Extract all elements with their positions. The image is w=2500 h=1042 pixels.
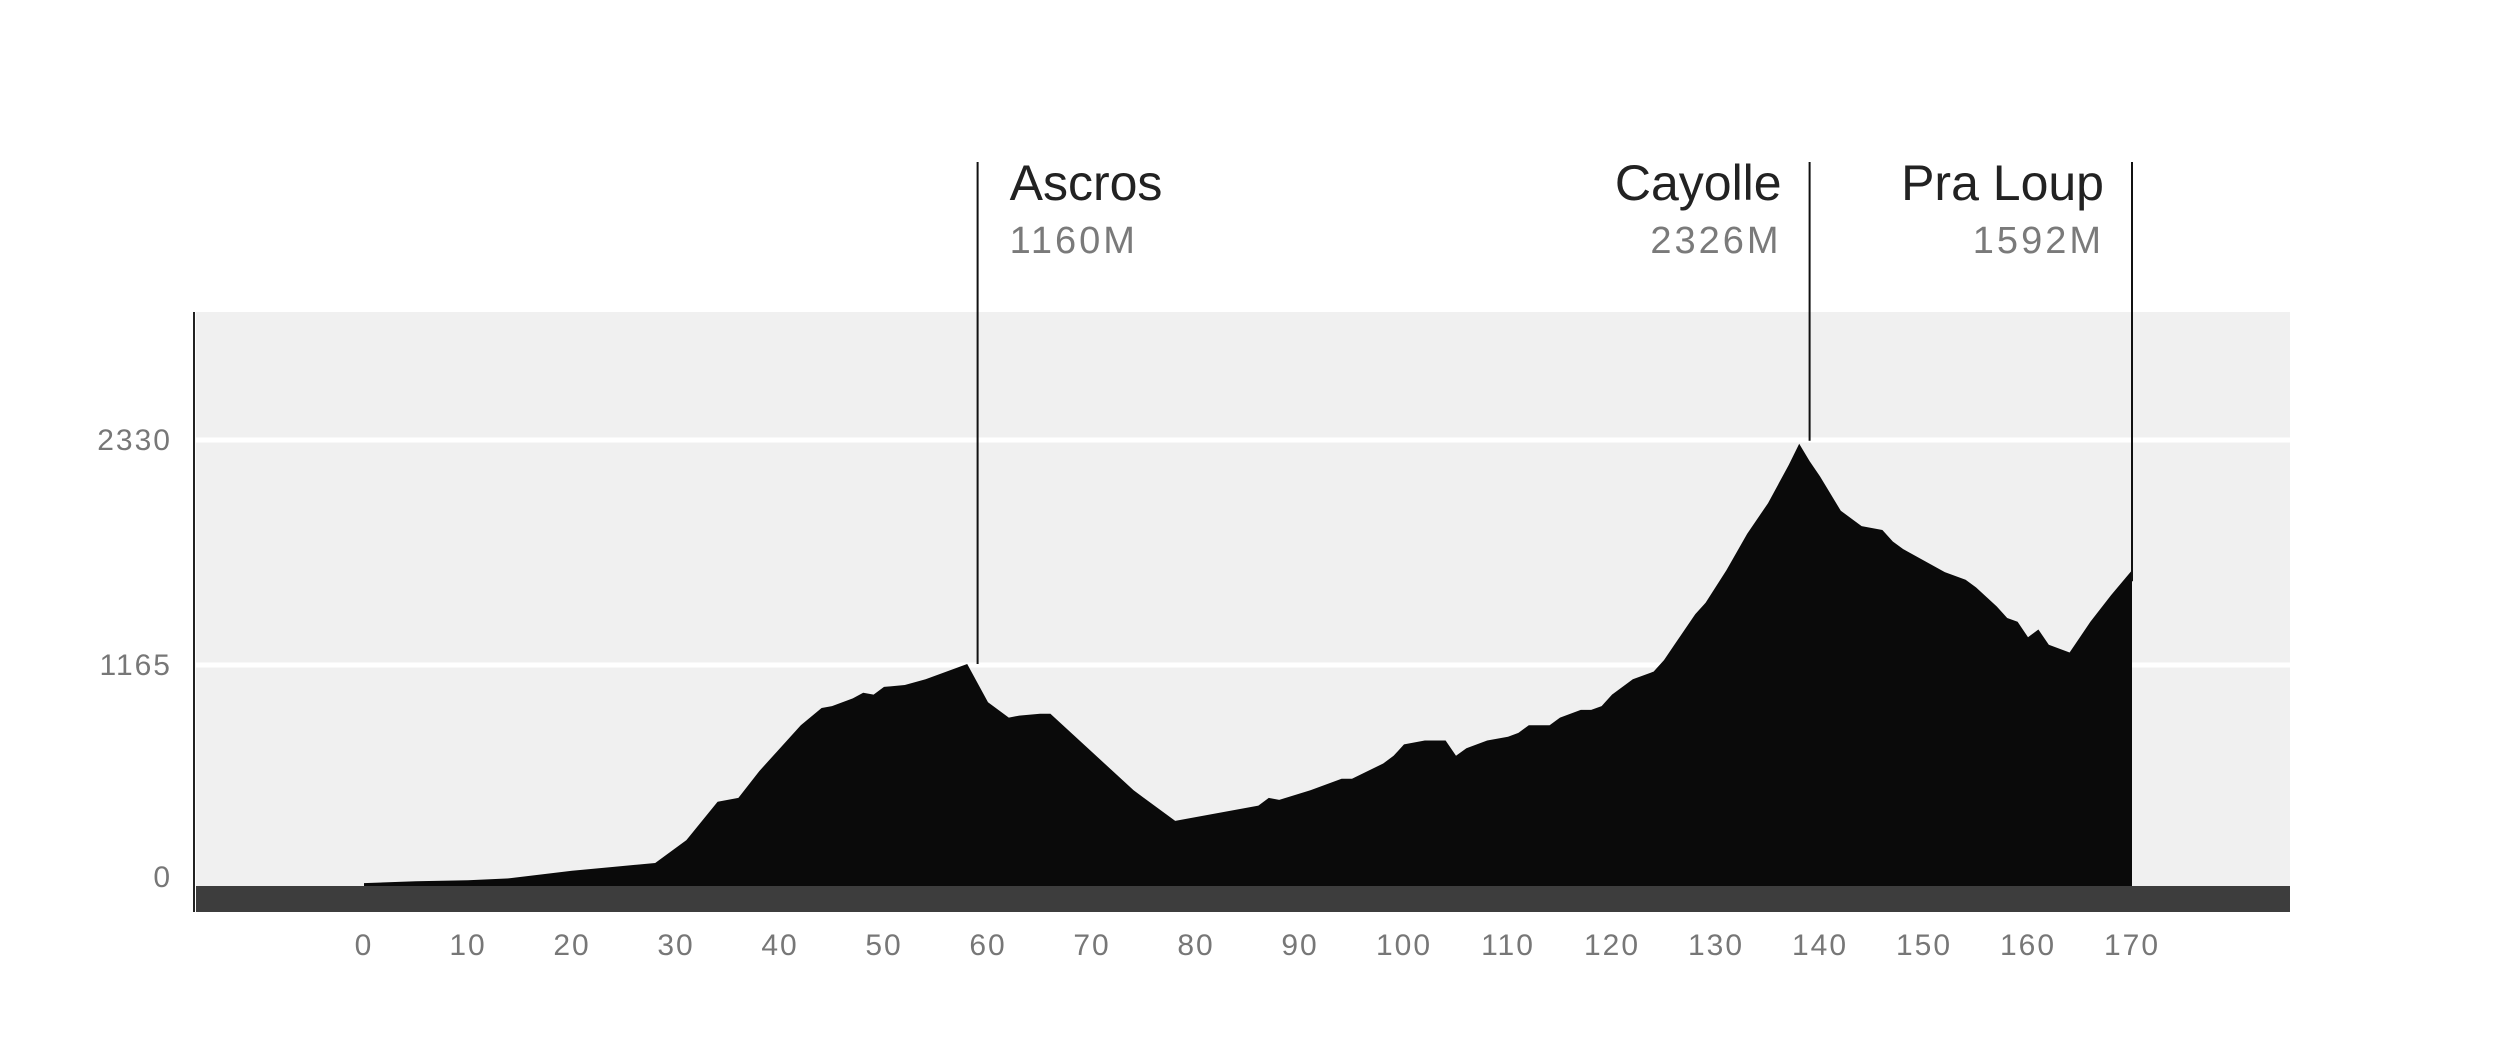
x-tick-label-10: 10 [449,929,486,962]
x-tick-label-20: 20 [553,929,590,962]
x-axis-ticks: 0 10 20 30 40 50 60 70 80 90 100 110 120 130 140 150 160… [355,929,2160,962]
x-tick-label-90: 90 [1281,929,1318,962]
ascros-elevation-label: 1160M [1010,220,1138,262]
x-tick-label-170: 170 [2104,929,2160,962]
x-tick-label-60: 60 [969,929,1006,962]
y-tick-label-2330: 2330 [97,424,172,457]
x-tick-label-130: 130 [1688,929,1744,962]
x-tick-label-110: 110 [1481,929,1535,962]
pra-loup-elevation-label: 1592M [1973,220,2104,262]
x-tick-label-80: 80 [1177,929,1214,962]
x-tick-label-140: 140 [1792,929,1848,962]
x-tick-label-120: 120 [1584,929,1640,962]
x-tick-label-150: 150 [1896,929,1952,962]
elevation-area [364,443,2132,886]
x-tick-label-50: 50 [865,929,902,962]
x-tick-label-100: 100 [1376,929,1432,962]
x-axis-bar [196,886,2290,912]
x-tick-label-70: 70 [1073,929,1110,962]
y-tick-label-0: 0 [153,861,172,894]
cayolle-name-label: Cayolle [1615,155,1782,211]
pra-loup-name-label: Pra Loup [1901,155,2104,211]
y-tick-label-1165: 1165 [99,649,172,682]
x-tick-label-0: 0 [355,929,374,962]
ascros-name-label: Ascros [1010,155,1163,211]
x-tick-label-160: 160 [2000,929,2056,962]
x-tick-label-30: 30 [657,929,694,962]
x-tick-label-40: 40 [761,929,798,962]
cayolle-elevation-label: 2326M [1650,220,1781,262]
